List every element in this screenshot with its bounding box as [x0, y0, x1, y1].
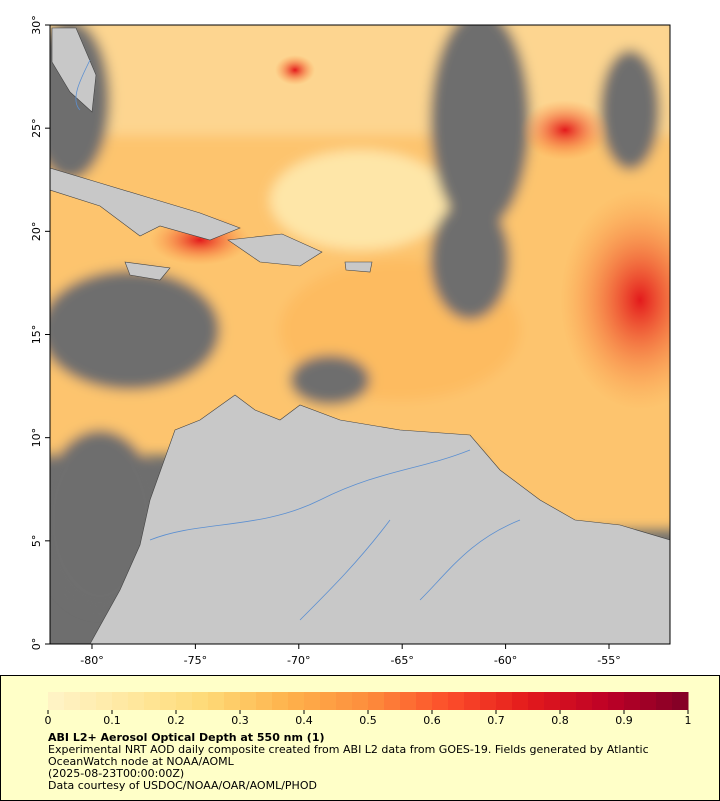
- notes: ABI L2+ Aerosol Optical Depth at 550 nm …: [48, 732, 678, 792]
- colorbar-cell: [272, 692, 289, 710]
- colorbar-cell: [448, 692, 465, 710]
- colorbar-cell: [544, 692, 561, 710]
- x-tick-label: -80°: [80, 654, 103, 667]
- colorbar-cell: [384, 692, 401, 710]
- map-area: [50, 25, 670, 644]
- colorbar-cell: [208, 692, 225, 710]
- y-tick-label: 15°: [30, 325, 43, 345]
- colorbar-cell: [240, 692, 257, 710]
- x-tick-label: -65°: [390, 654, 413, 667]
- colorbar-cell: [400, 692, 417, 710]
- colorbar-tick-label: 0.3: [231, 714, 249, 727]
- y-tick-label: 10°: [30, 428, 43, 448]
- colorbar-cell: [368, 692, 385, 710]
- colorbar-cell: [80, 692, 97, 710]
- colorbar-cell: [304, 692, 321, 710]
- y-tick-label: 20°: [30, 222, 43, 242]
- colorbar-cell: [576, 692, 593, 710]
- colorbar-cell: [176, 692, 193, 710]
- credit: Data courtesy of USDOC/NOAA/OAR/AOML/PHO…: [48, 779, 317, 792]
- colorbar-cell: [224, 692, 241, 710]
- colorbar-cell: [352, 692, 369, 710]
- x-tick-label: -55°: [597, 654, 620, 667]
- colorbar-cell: [48, 692, 65, 710]
- colorbar-tick-label: 0.6: [423, 714, 441, 727]
- colorbar-tick-label: 0.5: [359, 714, 377, 727]
- colorbar-tick-label: 0.7: [487, 714, 505, 727]
- colorbar-cell: [416, 692, 433, 710]
- x-tick-label: -70°: [287, 654, 310, 667]
- colorbar-tick-label: 0.8: [551, 714, 569, 727]
- colorbar-cell: [656, 692, 673, 710]
- description: Experimental NRT AOD daily composite cre…: [48, 743, 649, 768]
- y-tick-label: 30°: [30, 15, 43, 35]
- timestamp: (2025-08-23T00:00:00Z): [48, 767, 185, 780]
- colorbar-cell: [144, 692, 161, 710]
- title: ABI L2+ Aerosol Optical Depth at 550 nm …: [48, 731, 325, 744]
- colorbar-cell: [320, 692, 337, 710]
- colorbar-tick-label: 1: [685, 714, 692, 727]
- y-tick-label: 5°: [30, 535, 43, 548]
- colorbar-cell: [64, 692, 81, 710]
- y-tick-label: 25°: [30, 118, 43, 138]
- colorbar-cell: [592, 692, 609, 710]
- colorbar-cell: [528, 692, 545, 710]
- colorbar-tick-label: 0.9: [615, 714, 633, 727]
- colorbar-cell: [640, 692, 657, 710]
- colorbar-cell: [560, 692, 577, 710]
- colorbar-cell: [336, 692, 353, 710]
- colorbar-cell: [464, 692, 481, 710]
- colorbar-cell: [432, 692, 449, 710]
- colorbar-cell: [624, 692, 641, 710]
- colorbar-cell: [672, 692, 689, 710]
- colorbar-cell: [480, 692, 497, 710]
- colorbar-tick-label: 0.1: [103, 714, 121, 727]
- colorbar-cell: [256, 692, 273, 710]
- colorbar-cell: [160, 692, 177, 710]
- colorbar-tick-label: 0.4: [295, 714, 313, 727]
- colorbar-cell: [288, 692, 305, 710]
- colorbar-cell: [128, 692, 145, 710]
- colorbar-tick-label: 0.2: [167, 714, 185, 727]
- y-tick-label: 0°: [30, 638, 43, 651]
- x-tick-label: -60°: [494, 654, 517, 667]
- x-tick-label: -75°: [184, 654, 207, 667]
- colorbar-cell: [496, 692, 513, 710]
- colorbar-cell: [608, 692, 625, 710]
- colorbar-tick-label: 0: [45, 714, 52, 727]
- colorbar-cell: [192, 692, 209, 710]
- colorbar-cell: [96, 692, 113, 710]
- colorbar-cell: [512, 692, 529, 710]
- colorbar-cell: [112, 692, 129, 710]
